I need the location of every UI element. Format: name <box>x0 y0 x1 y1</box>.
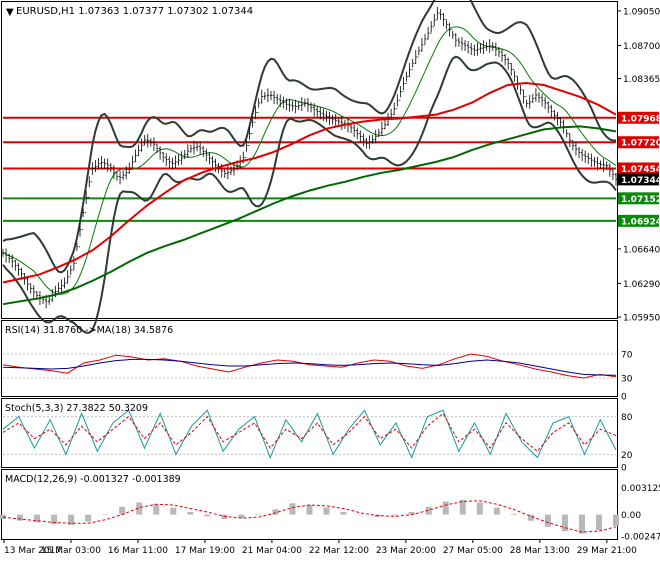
price-panel[interactable] <box>1 1 618 319</box>
macd-bar <box>51 514 58 525</box>
macd-bar <box>544 514 551 527</box>
macd-bar <box>102 514 109 516</box>
price-label-text: 1.07720 <box>621 139 660 149</box>
macd-bar <box>289 503 296 515</box>
macd-bar <box>204 514 211 517</box>
macd-bar <box>0 514 6 519</box>
macd-bar <box>613 514 619 526</box>
macd-bar <box>323 507 330 515</box>
stoch-title: Stoch(5,3,3) 27.3822 50.3209 <box>5 403 148 414</box>
macd-tick-label: 0.00 <box>621 511 641 521</box>
macd-bar <box>306 505 313 515</box>
macd-bar <box>425 506 432 515</box>
stoch-d-line <box>2 412 617 452</box>
macd-bar <box>442 501 449 515</box>
price-bars <box>1 6 618 309</box>
price-label-box <box>618 162 659 175</box>
price-tick-label: 1.06290 <box>623 280 660 290</box>
rsi-title: RSI(14) 31.8760 ->MA(18) 34.5876 <box>5 325 173 336</box>
stoch-tick-label: 0 <box>621 464 627 474</box>
price-tick-label: 1.08365 <box>623 75 660 85</box>
macd-bar <box>119 506 126 515</box>
macd-tick-label: -0.002474 <box>621 533 660 543</box>
stoch-tick-label: 20 <box>621 451 633 461</box>
stoch-panel[interactable] <box>1 398 618 468</box>
rsi-tick-label: 70 <box>621 351 633 361</box>
price-label-box <box>618 136 659 149</box>
macd-bar <box>17 514 24 521</box>
price-label-box <box>618 111 659 124</box>
macd-bar <box>408 512 415 515</box>
price-tick-label: 1.05950 <box>623 314 660 324</box>
macd-bar <box>255 514 262 516</box>
macd-bar <box>578 514 585 534</box>
macd-panel[interactable] <box>1 469 618 540</box>
rsi-line <box>2 353 617 379</box>
ma-fast-line <box>2 26 617 295</box>
price-label-text: 1.07968 <box>621 114 660 124</box>
macd-signal-line <box>2 500 617 533</box>
price-label-text: 1.07454 <box>621 165 660 175</box>
macd-bar <box>340 512 347 515</box>
macd-bar <box>561 514 568 532</box>
rsi-ma-line <box>2 358 617 376</box>
stoch-tick-label: 80 <box>621 413 633 423</box>
rsi-panel[interactable] <box>1 320 618 397</box>
macd-bar <box>357 514 364 516</box>
macd-title: MACD(12,26,9) -0.001327 -0.001389 <box>5 474 181 485</box>
time-tick-label: 23 Mar 20:00 <box>376 546 436 556</box>
macd-bar <box>238 514 245 519</box>
menu-arrow-icon[interactable]: ▼ <box>6 7 14 18</box>
macd-bar <box>510 513 517 515</box>
time-tick-label: 13 Mar 2017 <box>4 546 61 556</box>
macd-bar <box>476 502 483 515</box>
macd-bar <box>34 514 41 523</box>
macd-bar <box>136 502 143 515</box>
macd-bar <box>153 504 160 515</box>
time-tick-label: 22 Mar 12:00 <box>309 546 369 556</box>
macd-bar <box>68 514 75 526</box>
macd-tick-label: 0.003125 <box>621 484 660 494</box>
macd-bar <box>527 514 534 521</box>
bollinger-upper <box>2 0 617 274</box>
time-tick-label: 29 Mar 21:00 <box>577 546 637 556</box>
stoch-k-line <box>2 409 617 459</box>
time-tick-label: 16 Mar 11:00 <box>108 546 168 556</box>
rsi-tick-label: 30 <box>621 375 633 385</box>
macd-bar <box>272 509 279 515</box>
time-tick-label: 15 Mar 03:00 <box>41 546 101 556</box>
price-tick-label: 1.08700 <box>623 42 660 52</box>
price-label-box <box>618 173 659 186</box>
price-label-text: 1.06924 <box>621 217 660 227</box>
ma-red-line <box>2 81 617 284</box>
price-tick-label: 1.09050 <box>623 7 660 17</box>
ma-green-line <box>2 125 617 306</box>
macd-bar <box>170 507 177 515</box>
macd-bar <box>493 507 500 515</box>
time-tick-label: 28 Mar 13:00 <box>510 546 570 556</box>
time-tick-label: 21 Mar 04:00 <box>242 546 302 556</box>
time-tick-label: 17 Mar 19:00 <box>175 546 235 556</box>
price-label-box <box>618 192 659 205</box>
rsi-tick-label: 0 <box>621 393 627 403</box>
macd-bar <box>595 514 602 531</box>
macd-bar <box>459 499 466 515</box>
price-label-text: 1.07152 <box>621 195 660 205</box>
macd-bar <box>391 514 398 516</box>
macd-bar <box>187 512 194 515</box>
time-tick-label: 27 Mar 05:00 <box>443 546 503 556</box>
price-tick-label: 1.06640 <box>623 245 660 255</box>
price-label-box <box>618 214 659 227</box>
symbol-header: EURUSD,H1 1.07363 1.07377 1.07302 1.0734… <box>16 6 253 17</box>
price-label-text: 1.07344 <box>621 176 660 186</box>
macd-bar <box>85 514 92 522</box>
